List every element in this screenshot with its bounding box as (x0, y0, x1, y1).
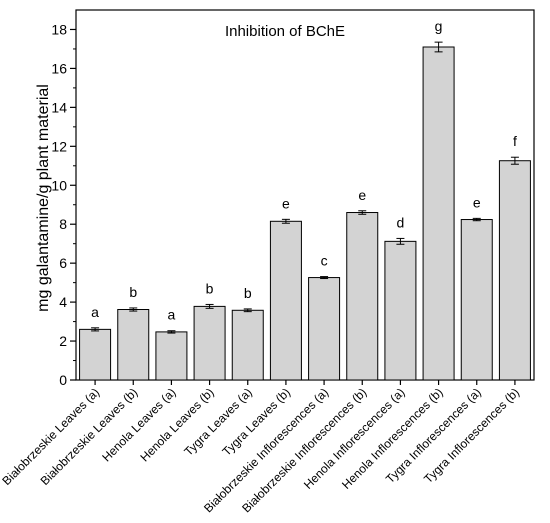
significance-label: e (282, 195, 290, 211)
significance-label: a (91, 304, 99, 320)
y-tick-label: 4 (59, 294, 67, 310)
significance-label: d (397, 214, 405, 230)
significance-label: a (168, 307, 176, 323)
y-axis-label: mg galantamine/g plant material (35, 84, 52, 312)
bar (117, 309, 150, 381)
bar (422, 46, 455, 381)
y-tick-label: 16 (51, 60, 67, 76)
y-tick-label: 0 (59, 372, 67, 388)
bar (308, 277, 341, 381)
bar (79, 328, 112, 381)
x-tick-label: Tygra Leaves (a) (181, 385, 255, 459)
bar (269, 220, 302, 381)
bar (346, 212, 379, 381)
y-tick-label: 14 (51, 99, 67, 115)
chart-title: Inhibition of BChE (225, 23, 345, 40)
bar (498, 160, 531, 381)
significance-label: f (513, 133, 517, 149)
y-tick-label: 10 (51, 177, 67, 193)
y-tick-label: 2 (59, 333, 67, 349)
bar (193, 305, 226, 381)
bar (460, 219, 493, 381)
y-tick-label: 8 (59, 216, 67, 232)
significance-label: e (358, 187, 366, 203)
significance-label: c (321, 253, 328, 269)
plot-frame (75, 9, 535, 381)
significance-label: b (244, 285, 252, 301)
bar (384, 240, 417, 381)
bar (231, 309, 264, 381)
y-tick-label: 12 (51, 138, 67, 154)
y-tick-label: 18 (51, 21, 67, 37)
y-tick-label: 6 (59, 255, 67, 271)
bar (155, 331, 188, 381)
significance-label: g (435, 18, 443, 34)
significance-label: e (473, 194, 481, 210)
x-tick-label: Tygra Leaves (b) (219, 385, 293, 459)
significance-label: b (129, 284, 137, 300)
significance-label: b (206, 280, 214, 296)
